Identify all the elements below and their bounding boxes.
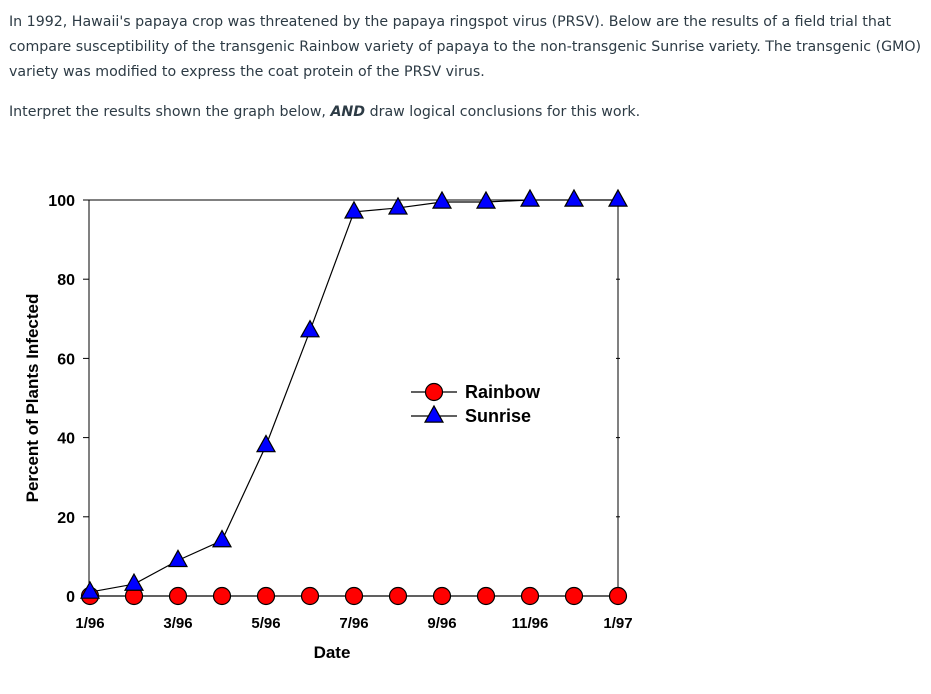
y-axis-ticks: 0 20 40 60 80 100 (48, 193, 620, 606)
data-point-rainbow (388, 586, 408, 606)
data-point-rainbow (564, 586, 584, 606)
data-point-sunrise (343, 200, 365, 219)
data-point-sunrise (423, 404, 445, 423)
y-tick-label: 20 (57, 510, 75, 527)
question-prompt: Interpret the results shown the graph be… (9, 100, 924, 125)
data-point-sunrise (79, 580, 101, 599)
chart-legend: Rainbow Sunrise (411, 382, 541, 426)
infection-line-chart: 0 20 40 60 80 100 1/96 3/96 5/96 7/96 9/96 11/96 1/… (23, 188, 633, 662)
x-axis-title: Date (314, 643, 351, 662)
data-point-rainbow (608, 586, 628, 606)
data-point-rainbow (424, 382, 444, 402)
data-point-sunrise (475, 190, 497, 209)
y-tick-label: 40 (57, 431, 75, 448)
x-tick-label: 11/96 (512, 615, 549, 632)
data-point-sunrise (255, 434, 277, 453)
y-tick-label: 0 (66, 589, 75, 606)
data-point-rainbow (168, 586, 188, 606)
x-tick-label: 1/97 (603, 615, 632, 632)
data-point-rainbow (344, 586, 364, 606)
y-axis-title: Percent of Plants Infected (23, 294, 42, 503)
data-point-sunrise (387, 196, 409, 215)
y-tick-label: 100 (48, 193, 75, 210)
data-point-sunrise (431, 190, 453, 209)
data-point-rainbow (476, 586, 496, 606)
x-tick-label: 5/96 (251, 615, 280, 632)
data-point-rainbow (256, 586, 276, 606)
data-point-sunrise (607, 188, 629, 207)
data-point-sunrise (299, 319, 321, 338)
x-tick-label: 3/96 (163, 615, 192, 632)
prompt-text-after: draw logical conclusions for this work. (365, 104, 641, 120)
series-layer (79, 188, 629, 606)
prompt-text-before: Interpret the results shown the graph be… (9, 104, 331, 120)
data-point-rainbow (432, 586, 452, 606)
x-tick-label: 1/96 (75, 615, 104, 632)
legend-label: Rainbow (465, 382, 541, 402)
x-tick-label: 9/96 (427, 615, 456, 632)
data-point-rainbow (212, 586, 232, 606)
legend-label: Sunrise (465, 406, 531, 426)
data-point-sunrise (519, 188, 541, 207)
series-markers-sunrise (79, 188, 629, 599)
x-tick-label: 7/96 (339, 615, 368, 632)
data-point-rainbow (300, 586, 320, 606)
data-point-sunrise (563, 188, 585, 207)
y-tick-label: 80 (57, 272, 75, 289)
data-point-sunrise (123, 572, 145, 591)
series-markers-rainbow (80, 586, 628, 606)
legend-item-sunrise: Sunrise (411, 404, 531, 426)
prompt-emphasis: AND (330, 104, 366, 120)
data-point-sunrise (211, 529, 233, 548)
question-text: In 1992, Hawaii's papaya crop was threat… (9, 14, 922, 80)
data-point-rainbow (520, 586, 540, 606)
y-tick-label: 60 (57, 351, 75, 368)
legend-item-rainbow: Rainbow (411, 382, 541, 402)
data-point-sunrise (167, 549, 189, 568)
